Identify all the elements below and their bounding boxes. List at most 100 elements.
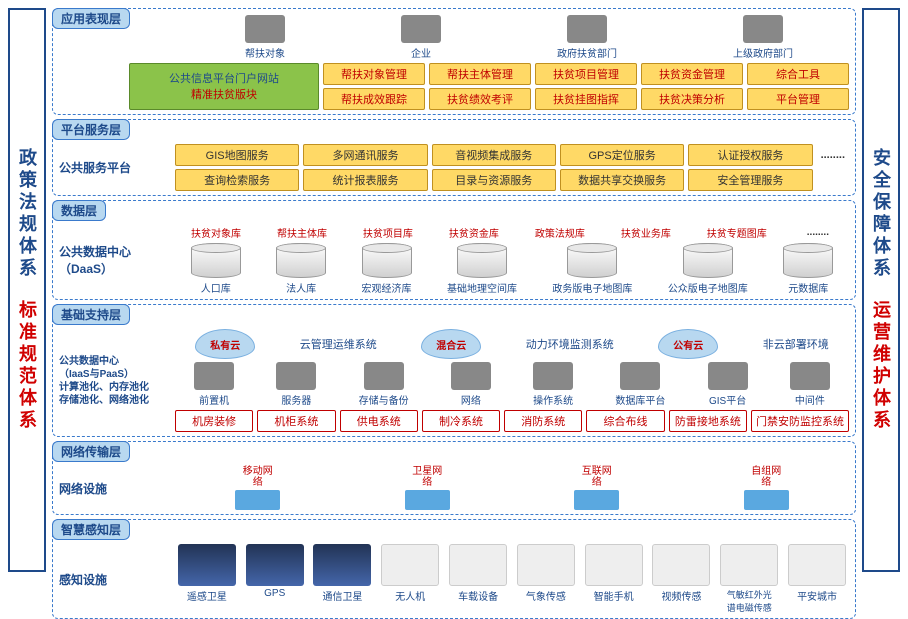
cylinder-icon (362, 243, 412, 278)
left-top-text: 政策法规体系 (14, 148, 40, 280)
portal-box: 公共信息平台门户网站 精准扶贫版块 (129, 63, 319, 110)
layer-tag: 基础支持层 (52, 304, 130, 325)
device-icon (245, 15, 285, 43)
net-item: 移动网 络 (235, 466, 280, 510)
layer-data: 数据层 公共数据中心 （DaaS） 扶贫对象库 帮扶主体库 扶贫项目库 扶贫资金… (52, 200, 856, 300)
server-icon (451, 362, 491, 390)
db-label: 扶贫对象库 (191, 225, 241, 240)
db-label: 帮扶主体库 (277, 225, 327, 240)
server-icon (276, 362, 316, 390)
left-bottom-text: 标准规范体系 (14, 300, 40, 432)
db-label: 扶贫资金库 (449, 225, 499, 240)
equip-item: 前置机 (194, 362, 234, 407)
svc-btn: GPS定位服务 (560, 144, 684, 166)
svc-btn: 音视频集成服务 (432, 144, 556, 166)
net-item: 互联网 络 (574, 466, 619, 510)
module-btn: 扶贫项目管理 (535, 63, 637, 85)
layer-infra: 基础支持层 公共数据中心 （IaaS与PaaS） 计算池化、内存池化 存储池化、… (52, 304, 856, 437)
sense-item: 平安城市 (788, 544, 846, 614)
facility-btn: 消防系统 (504, 410, 582, 432)
module-btn: 扶贫资金管理 (641, 63, 743, 85)
cyl-item: 政务版电子地图库 (552, 243, 632, 295)
equip-item: 中间件 (790, 362, 830, 407)
layer-left-label: 感知设施 (59, 544, 169, 614)
layer-sense: 智慧感知层 感知设施 遥感卫星 GPS 通信卫星 无人机 车载设备 气象传感 智… (52, 519, 856, 619)
module-btn: 扶贫决策分析 (641, 88, 743, 110)
server-icon (790, 362, 830, 390)
sense-item: 车载设备 (449, 544, 507, 614)
facility-btn: 机柜系统 (257, 410, 335, 432)
ellipsis: ........ (817, 149, 849, 161)
facility-btn: 门禁安防监控系统 (751, 410, 849, 432)
layer-left-label: 公共服务平台 (59, 144, 169, 191)
svc-btn: 认证授权服务 (688, 144, 812, 166)
layer-network: 网络传输层 网络设施 移动网 络 卫星网 络 互联网 络 自组网 络 (52, 441, 856, 515)
layer-tag: 智慧感知层 (52, 519, 130, 540)
facility-btn: 供电系统 (340, 410, 418, 432)
infra-label: 云管理运维系统 (300, 336, 377, 352)
right-top-text: 安全保障体系 (868, 148, 894, 280)
device-item: 上级政府部门 (733, 15, 793, 60)
module-btn: 帮扶对象管理 (323, 63, 425, 85)
layer-platform: 平台服务层 公共服务平台 GIS地图服务 多网通讯服务 音视频集成服务 GPS定… (52, 119, 856, 196)
device-item: 企业 (401, 15, 441, 60)
facility-btn: 机房装修 (175, 410, 253, 432)
layer-left-label: 网络设施 (59, 466, 169, 510)
db-label: 政策法规库 (535, 225, 585, 240)
sense-item: 遥感卫星 (178, 544, 236, 614)
cyl-item: 公众版电子地图库 (668, 243, 748, 295)
app-row-2: 帮扶成效跟踪 扶贫绩效考评 扶贫挂图指挥 扶贫决策分析 平台管理 (323, 88, 849, 110)
svc-btn: 多网通讯服务 (303, 144, 427, 166)
server-icon (364, 362, 404, 390)
infra-label: 动力环境监测系统 (526, 336, 614, 352)
equip-item: 服务器 (276, 362, 316, 407)
infra-label: 非云部署环境 (763, 336, 829, 352)
server-icon (533, 362, 573, 390)
module-btn: 扶贫绩效考评 (429, 88, 531, 110)
layer-tag: 数据层 (52, 200, 106, 221)
module-btn: 平台管理 (747, 88, 849, 110)
cylinder-icon (683, 243, 733, 278)
switch-icon (405, 490, 450, 510)
db-label: 扶贫项目库 (363, 225, 413, 240)
main-diagram: 应用表现层 帮扶对象 企业 政府扶贫部门 上级政府部门 公共信息平台门户网站 精… (52, 8, 856, 572)
cloud-icon: 公有云 (658, 329, 718, 359)
server-icon (708, 362, 748, 390)
facility-btn: 防雷接地系统 (669, 410, 747, 432)
layer-app: 应用表现层 帮扶对象 企业 政府扶贫部门 上级政府部门 公共信息平台门户网站 精… (52, 8, 856, 115)
device-item: 政府扶贫部门 (557, 15, 617, 60)
equip-item: 网络 (451, 362, 491, 407)
server-icon (194, 362, 234, 390)
switch-icon (574, 490, 619, 510)
layer-left-label: 公共数据中心 （IaaS与PaaS） 计算池化、内存池化 存储池化、网络池化 (59, 329, 169, 432)
layer-left-label: 公共数据中心 （DaaS） (59, 225, 169, 295)
module-btn: 综合工具 (747, 63, 849, 85)
cylinder-icon (567, 243, 617, 278)
sense-item: 视频传感 (652, 544, 710, 614)
equip-item: 存储与备份 (359, 362, 409, 407)
sense-item: 气象传感 (517, 544, 575, 614)
cyl-item: 元数据库 (783, 243, 833, 295)
server-icon (620, 362, 660, 390)
app-row-1: 帮扶对象管理 帮扶主体管理 扶贫项目管理 扶贫资金管理 综合工具 (323, 63, 849, 85)
cyl-item: 基础地理空间库 (447, 243, 517, 295)
svc-btn: 查询检索服务 (175, 169, 299, 191)
cylinder-icon (783, 243, 833, 278)
cyl-item: 宏观经济库 (362, 243, 412, 295)
db-label: 扶贫业务库 (621, 225, 671, 240)
net-item: 卫星网 络 (405, 466, 450, 510)
layer-tag: 平台服务层 (52, 119, 130, 140)
switch-icon (235, 490, 280, 510)
sense-item: GPS (246, 544, 304, 614)
sense-item: 气敏红外光 谱电磁传感 (720, 544, 778, 614)
device-item: 帮扶对象 (245, 15, 285, 60)
cloud-icon: 私有云 (195, 329, 255, 359)
svc-btn: 统计报表服务 (303, 169, 427, 191)
sense-item: 智能手机 (585, 544, 643, 614)
svc-btn: 安全管理服务 (688, 169, 812, 191)
net-item: 自组网 络 (744, 466, 789, 510)
svc-btn: 数据共享交换服务 (560, 169, 684, 191)
right-bottom-text: 运营维护体系 (868, 300, 894, 432)
db-label: 扶贫专题图库 (707, 225, 767, 240)
cyl-item: 人口库 (191, 243, 241, 295)
